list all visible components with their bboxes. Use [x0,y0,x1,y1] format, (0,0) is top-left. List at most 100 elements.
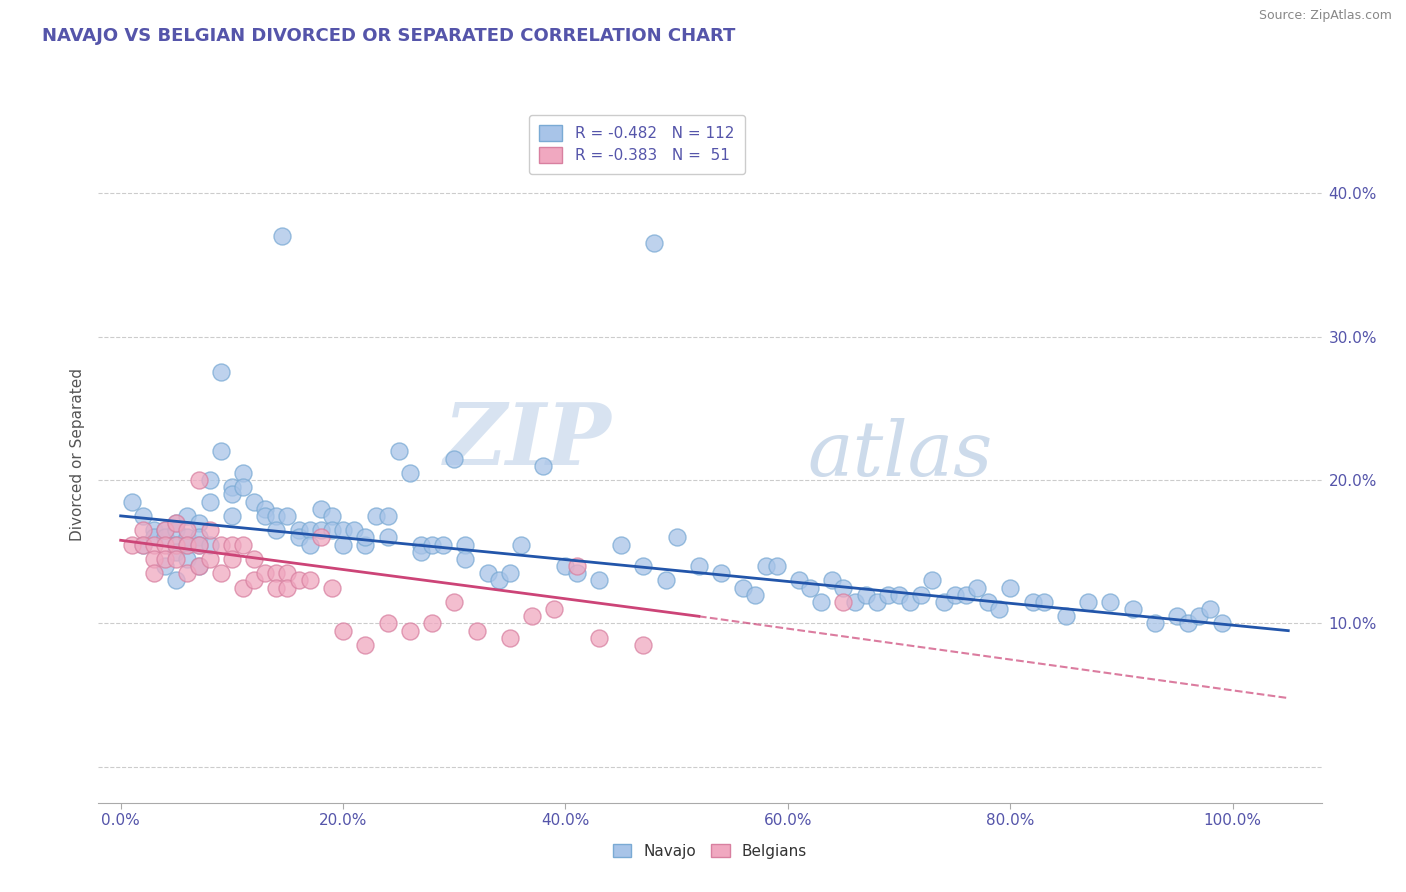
Point [153,523,176,537]
Point [943,588,966,602]
Point [398,466,420,480]
Point [366,508,388,523]
Point [232,466,254,480]
Point [409,545,432,559]
Point [1122,602,1144,616]
Point [409,538,432,552]
Point [744,588,766,602]
Point [966,581,988,595]
Point [321,508,343,523]
Point [643,236,665,251]
Point [866,595,889,609]
Point [143,530,166,544]
Point [298,538,321,552]
Point [198,538,221,552]
Point [254,501,277,516]
Point [810,595,832,609]
Legend: Navajo, Belgians: Navajo, Belgians [607,838,813,864]
Point [165,538,187,552]
Point [198,473,221,487]
Point [153,538,176,552]
Point [332,523,354,537]
Point [520,609,543,624]
Point [176,530,198,544]
Point [465,624,488,638]
Point [243,574,266,588]
Point [143,552,166,566]
Text: ZIP: ZIP [444,400,612,483]
Point [454,552,477,566]
Point [321,523,343,537]
Point [143,523,166,537]
Point [254,566,277,581]
Point [176,538,198,552]
Point [877,588,900,602]
Point [176,508,198,523]
Point [232,581,254,595]
Point [388,444,411,458]
Point [688,559,710,574]
Point [499,631,522,645]
Point [1211,616,1233,631]
Point [1166,609,1188,624]
Point [898,595,921,609]
Point [398,624,420,638]
Point [921,574,943,588]
Point [309,501,332,516]
Point [209,538,232,552]
Point [499,566,522,581]
Point [143,566,166,581]
Point [243,552,266,566]
Point [254,508,277,523]
Point [187,530,209,544]
Point [165,516,187,530]
Point [187,516,209,530]
Point [187,559,209,574]
Point [187,538,209,552]
Point [298,574,321,588]
Point [232,538,254,552]
Point [153,552,176,566]
Point [844,595,866,609]
Point [443,451,465,466]
Text: atlas: atlas [808,418,993,491]
Point [221,538,243,552]
Point [354,538,377,552]
Point [121,538,143,552]
Point [209,444,232,458]
Point [610,538,633,552]
Point [287,523,309,537]
Point [633,638,655,652]
Point [1143,616,1166,631]
Point [309,523,332,537]
Point [287,574,309,588]
Point [276,566,298,581]
Point [488,574,510,588]
Point [910,588,932,602]
Point [187,559,209,574]
Point [153,530,176,544]
Point [187,538,209,552]
Point [1032,595,1054,609]
Point [270,229,292,244]
Point [454,538,477,552]
Point [165,516,187,530]
Point [287,530,309,544]
Point [153,559,176,574]
Point [1000,581,1022,595]
Point [799,581,821,595]
Point [132,538,155,552]
Point [332,538,354,552]
Point [443,595,465,609]
Text: Source: ZipAtlas.com: Source: ZipAtlas.com [1258,9,1392,22]
Point [710,566,733,581]
Point [343,523,366,537]
Point [377,530,399,544]
Point [121,494,143,508]
Point [153,523,176,537]
Point [1077,595,1099,609]
Point [1021,595,1043,609]
Point [1188,609,1211,624]
Point [221,552,243,566]
Point [243,494,266,508]
